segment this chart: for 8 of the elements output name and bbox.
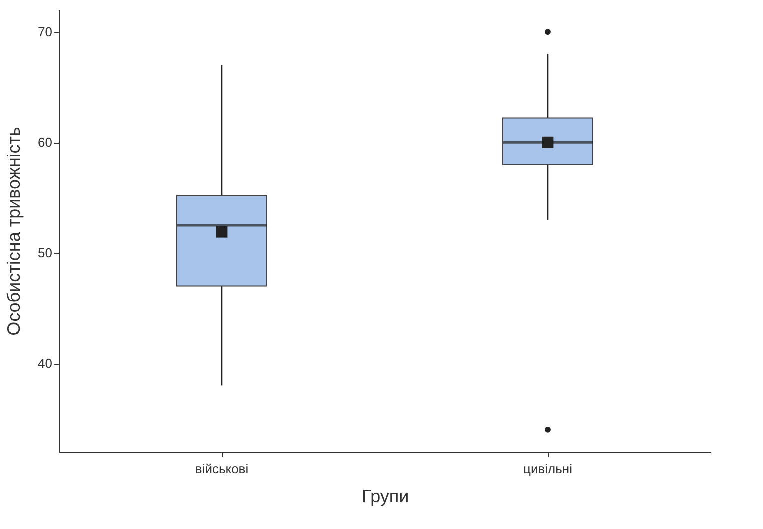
- y-axis-title: Особистісна тривожність: [4, 127, 24, 336]
- x-tick-label: цивільні: [524, 462, 573, 476]
- y-tick-label: 40: [38, 356, 52, 372]
- y-tick-label: 70: [38, 24, 52, 40]
- x-tick-label: військові: [195, 462, 249, 476]
- y-tick-label: 60: [38, 135, 52, 150]
- x-axis-title: Групи: [362, 486, 410, 506]
- y-tick-label: 50: [38, 246, 52, 261]
